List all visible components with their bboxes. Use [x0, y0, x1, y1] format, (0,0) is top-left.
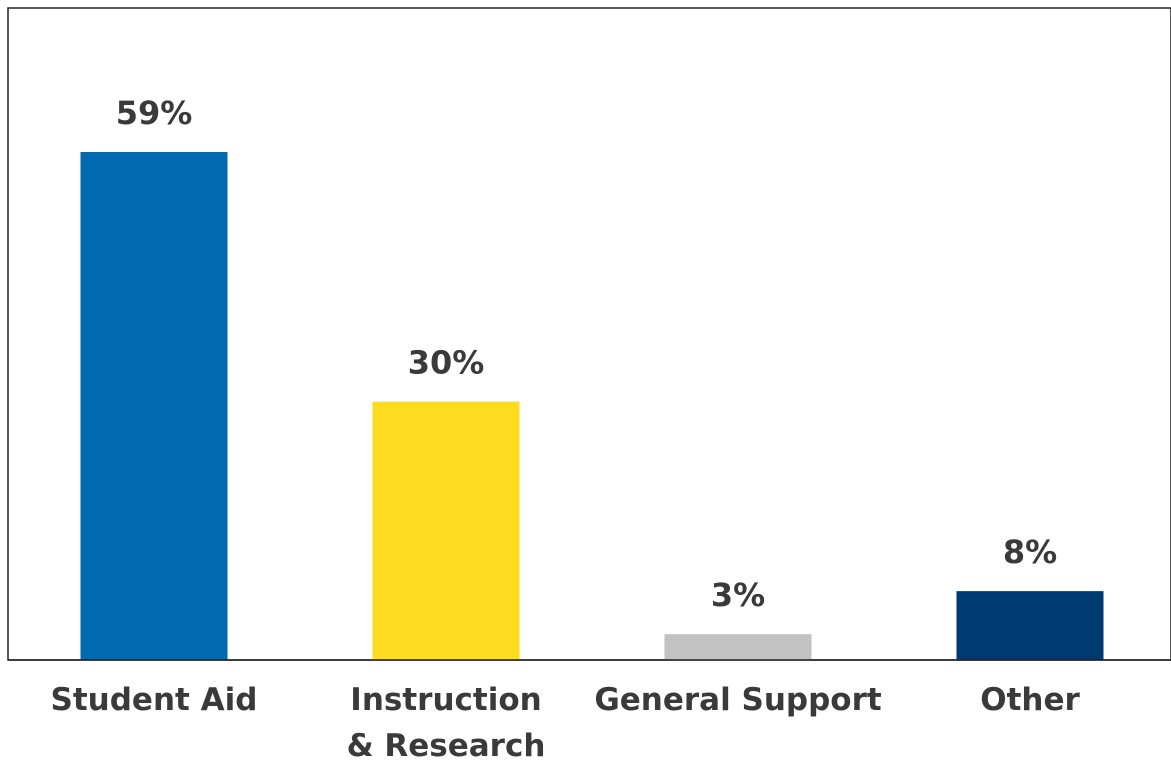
value-label-3: 8% — [1003, 533, 1057, 571]
bar-0 — [80, 152, 228, 660]
value-label-1: 30% — [408, 344, 485, 382]
category-label-1-line-1: & Research — [347, 728, 546, 760]
bar-3 — [956, 591, 1104, 660]
category-label-1-line-0: Instruction — [350, 682, 541, 718]
value-labels-group: 59% 30% 3% 8% — [116, 94, 1057, 614]
value-label-0: 59% — [116, 94, 193, 132]
bar-1 — [372, 401, 520, 660]
bars-group — [80, 152, 1104, 660]
category-label-0: Student Aid — [51, 682, 258, 718]
category-label-2: General Support — [594, 682, 882, 718]
category-label-3: Other — [980, 682, 1080, 718]
category-labels-group: Student Aid Instruction & Research General … — [51, 682, 1081, 764]
bar-2 — [664, 634, 812, 660]
value-label-2: 3% — [711, 576, 765, 614]
